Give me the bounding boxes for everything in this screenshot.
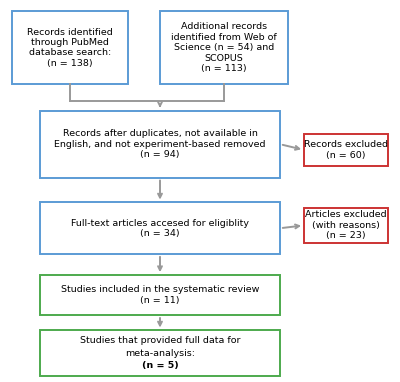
Text: Studies that provided full data for: Studies that provided full data for	[80, 336, 240, 345]
Text: Full-text articles accesed for eligiblity
(n = 34): Full-text articles accesed for eligiblit…	[71, 219, 249, 238]
FancyBboxPatch shape	[12, 11, 128, 84]
Text: Records identified
through PubMed
database search:
(n = 138): Records identified through PubMed databa…	[27, 28, 113, 68]
FancyBboxPatch shape	[304, 134, 388, 166]
FancyBboxPatch shape	[40, 202, 280, 254]
Text: Studies included in the systematic review
(n = 11): Studies included in the systematic revie…	[61, 285, 259, 305]
FancyBboxPatch shape	[40, 330, 280, 376]
Text: Records excluded
(n = 60): Records excluded (n = 60)	[304, 140, 388, 160]
Text: meta-analysis:: meta-analysis:	[125, 349, 195, 358]
FancyBboxPatch shape	[160, 11, 288, 84]
FancyBboxPatch shape	[40, 111, 280, 178]
FancyBboxPatch shape	[40, 275, 280, 315]
Text: Records after duplicates, not available in
English, and not experiment-based rem: Records after duplicates, not available …	[54, 129, 266, 159]
Text: Articles excluded
(with reasons)
(n = 23): Articles excluded (with reasons) (n = 23…	[305, 210, 387, 240]
Text: Additional records
identified from Web of
Science (n = 54) and
SCOPUS
(n = 113): Additional records identified from Web o…	[171, 23, 277, 73]
Text: (n = 5): (n = 5)	[142, 361, 178, 371]
FancyBboxPatch shape	[304, 208, 388, 243]
